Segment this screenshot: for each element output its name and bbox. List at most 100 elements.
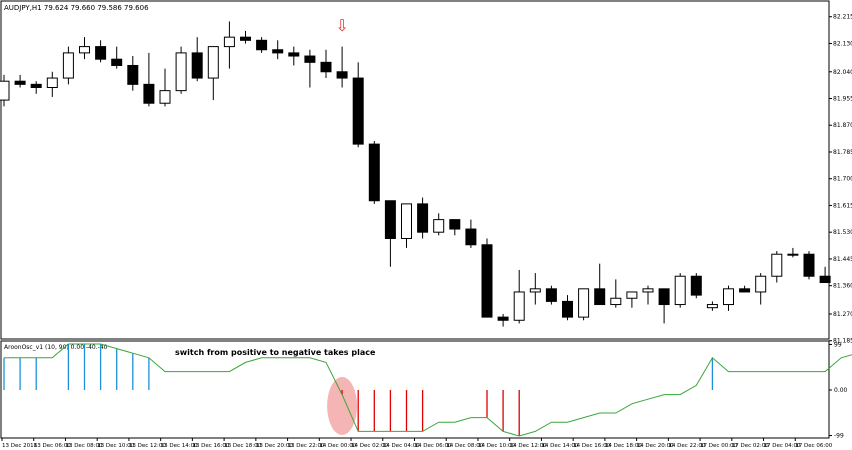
candle-bullish xyxy=(529,288,541,293)
candle-bearish xyxy=(304,55,316,63)
candle-bearish xyxy=(30,83,42,88)
candle-bearish xyxy=(127,64,139,85)
time-tick-label: 13 Dec 18:00 xyxy=(224,443,261,449)
time-tick-label: 14 Dec 16:00 xyxy=(573,443,610,449)
price-tick-label: 81.870 xyxy=(833,122,852,129)
candle-bullish xyxy=(159,90,171,104)
time-tick-label: 14 Dec 12:00 xyxy=(510,443,547,449)
price-tick-label: 82.040 xyxy=(833,69,852,76)
candle-bullish xyxy=(175,52,187,92)
candle-bearish xyxy=(272,49,284,54)
candle-bearish xyxy=(690,275,702,296)
candle-bearish xyxy=(594,288,606,306)
time-tick-label: 14 Dec 20:00 xyxy=(637,443,674,449)
time-tick-label: 17 Dec 02:00 xyxy=(732,443,769,449)
time-tick-label: 13 Dec 2018 xyxy=(2,443,38,449)
candle-bearish xyxy=(143,83,155,104)
candle-bearish xyxy=(562,300,573,318)
price-tick-label: 82.130 xyxy=(833,40,852,47)
candle-bullish xyxy=(674,275,686,306)
time-tick-label: 13 Dec 10:00 xyxy=(97,443,134,449)
candle-bearish xyxy=(417,203,429,233)
price-chart-title: AUDJPY,H1 79.624 79.660 79.586 79.606 xyxy=(4,4,149,12)
candle-bearish xyxy=(336,71,348,79)
candle-bullish xyxy=(513,291,525,321)
candle-bearish xyxy=(481,244,493,318)
price-tick-label: 81.185 xyxy=(833,338,852,345)
oscillator-line xyxy=(4,343,852,437)
candle-bearish xyxy=(803,253,815,277)
time-tick-label: 17 Dec 06:00 xyxy=(795,443,832,449)
price-panel: AUDJPY,H1 79.624 79.660 79.586 79.606 82… xyxy=(0,0,852,345)
time-tick-label: 14 Dec 06:00 xyxy=(415,443,452,449)
price-tick-label: 81.785 xyxy=(833,149,852,156)
price-tick-label: 81.615 xyxy=(833,202,852,209)
candle-bearish xyxy=(497,316,509,321)
candle-bullish xyxy=(626,291,638,299)
price-tick-label: 81.360 xyxy=(833,283,852,290)
price-axis: 82.215 82.130 82.040 81.955 81.870 81.785 81.7… xyxy=(829,14,852,345)
candle-bullish xyxy=(207,46,219,79)
candle-bullish xyxy=(0,80,10,101)
candle-bullish xyxy=(642,288,654,293)
time-tick-label: 14 Dec 10:00 xyxy=(478,443,515,449)
candle-bullish xyxy=(46,77,58,88)
candle-bearish xyxy=(240,36,251,41)
price-tick-label: 81.445 xyxy=(833,256,852,263)
candle-bearish xyxy=(191,52,203,79)
oscillator-tick-label: 99 xyxy=(834,341,842,348)
candle-bearish xyxy=(739,288,751,293)
switch-annotation: switch from positive to negative takes p… xyxy=(175,348,376,357)
time-tick-label: 13 Dec 16:00 xyxy=(192,443,229,449)
candle-bearish xyxy=(111,58,123,66)
time-tick-label: 13 Dec 06:00 xyxy=(34,443,71,449)
oscillator-title: AroonOsc_v1 (10, 90) 0.00 -40.-40 xyxy=(4,344,108,351)
candle-bullish xyxy=(578,288,590,318)
candle-bearish xyxy=(819,275,831,284)
time-tick-label: 14 Dec 02:00 xyxy=(351,443,388,449)
candle-bearish xyxy=(256,39,268,51)
candle-bearish xyxy=(658,288,670,306)
time-tick-label: 14 Dec 08:00 xyxy=(446,443,483,449)
candle-bearish xyxy=(449,219,461,230)
time-tick-label: 13 Dec 20:00 xyxy=(256,443,293,449)
candle-bullish xyxy=(787,253,799,256)
candle-bearish xyxy=(14,80,26,85)
candle-bullish xyxy=(723,288,734,306)
time-tick-label: 13 Dec 12:00 xyxy=(129,443,166,449)
candle-bullish xyxy=(433,219,445,233)
candle-bullish xyxy=(706,304,718,309)
time-tick-label: 14 Dec 14:00 xyxy=(541,443,578,449)
candle-bullish xyxy=(771,253,783,277)
candle-bullish xyxy=(223,36,235,48)
price-tick-label: 81.700 xyxy=(833,176,852,183)
switch-highlight xyxy=(327,377,358,435)
price-panel-border xyxy=(0,0,830,340)
time-tick-label: 13 Dec 14:00 xyxy=(161,443,198,449)
candle-bullish xyxy=(401,203,412,239)
time-tick-label: 13 Dec 08:00 xyxy=(65,443,102,449)
candle-bearish xyxy=(465,228,477,246)
oscillator-axis: 99 0.00 -99 xyxy=(829,341,848,440)
candle-bullish xyxy=(79,46,90,54)
candle-bearish xyxy=(288,52,300,57)
candle-bullish xyxy=(62,52,74,79)
time-tick-label: 17 Dec 04:00 xyxy=(764,443,801,449)
oscillator-tick-label: -99 xyxy=(834,433,844,440)
candle-bearish xyxy=(320,61,332,73)
oscillator-tick-label: 0.00 xyxy=(834,387,848,394)
candlestick-series xyxy=(0,21,831,327)
time-tick-label: 14 Dec 00:00 xyxy=(319,443,356,449)
candle-bullish xyxy=(755,275,767,293)
candle-bearish xyxy=(352,77,364,145)
candle-bearish xyxy=(368,143,380,202)
price-tick-label: 81.955 xyxy=(833,96,852,103)
down-arrow-annotation: ⇩ xyxy=(335,16,348,35)
candle-bearish xyxy=(95,46,107,60)
time-tick-label: 17 Dec 00:00 xyxy=(700,443,737,449)
price-tick-label: 81.530 xyxy=(833,229,852,236)
time-tick-label: 14 Dec 22:00 xyxy=(668,443,705,449)
candle-bullish xyxy=(610,297,622,306)
